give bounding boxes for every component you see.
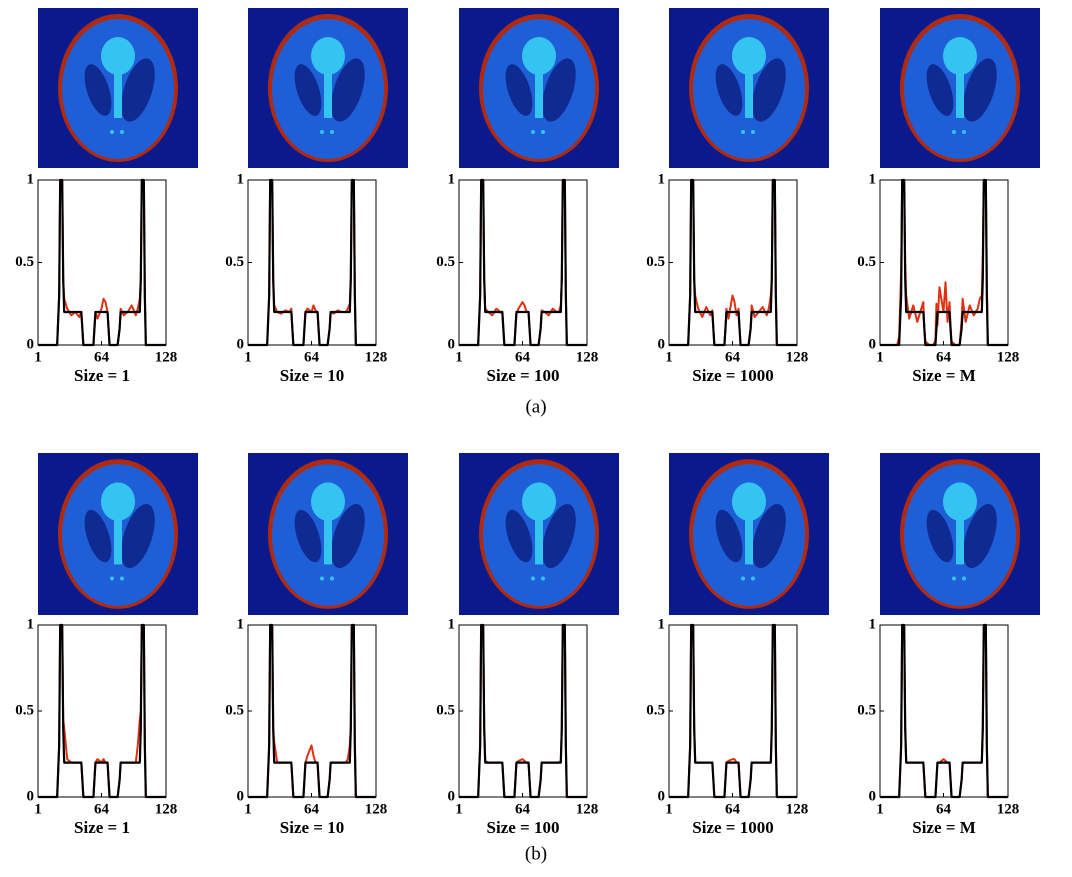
phantom-image [669, 453, 829, 615]
x-axis-label: Size = 10 [280, 818, 344, 837]
x-tick-label: 1 [34, 349, 42, 365]
profile-line [669, 178, 797, 347]
x-tick-label: 1 [244, 801, 252, 817]
y-tick-label: 0 [658, 336, 666, 352]
y-tick-label: 0.5 [15, 702, 34, 718]
y-tick-label: 0.5 [646, 702, 665, 718]
profile-line [248, 623, 376, 799]
x-tick-label: 64 [304, 801, 320, 817]
y-tick-label: 1 [869, 616, 877, 632]
y-tick-label: 1 [658, 171, 666, 187]
x-tick-label: 1 [876, 349, 884, 365]
y-tick-label: 1 [237, 616, 245, 632]
x-axis-label: Size = 100 [487, 818, 560, 837]
profile-line [880, 178, 1008, 347]
x-tick-label: 64 [936, 801, 952, 817]
y-tick-label: 1 [658, 616, 666, 632]
phantom-image [880, 8, 1040, 168]
x-tick-label: 64 [725, 801, 741, 817]
y-tick-label: 0 [448, 788, 456, 804]
x-tick-label: 128 [576, 349, 599, 365]
panel-label: (b) [525, 843, 547, 864]
y-tick-label: 1 [27, 171, 35, 187]
y-tick-label: 0 [237, 336, 245, 352]
y-tick-label: 0 [869, 788, 877, 804]
x-tick-label: 64 [304, 349, 320, 365]
x-tick-label: 128 [155, 349, 178, 365]
x-tick-label: 1 [34, 801, 42, 817]
x-axis-label: Size = M [912, 366, 976, 385]
x-axis-label: Size = 1 [74, 818, 130, 837]
x-tick-label: 128 [997, 801, 1020, 817]
x-tick-label: 64 [94, 801, 110, 817]
x-tick-label: 1 [455, 349, 463, 365]
x-tick-label: 64 [515, 349, 531, 365]
profile-line [38, 178, 166, 347]
x-tick-label: 128 [786, 349, 809, 365]
x-tick-label: 128 [365, 801, 388, 817]
profile-line [459, 178, 587, 347]
x-tick-label: 64 [515, 801, 531, 817]
phantom-image [459, 8, 619, 168]
y-tick-label: 1 [237, 171, 245, 187]
y-tick-label: 0.5 [436, 702, 455, 718]
x-tick-label: 128 [786, 801, 809, 817]
y-tick-label: 0.5 [225, 254, 244, 270]
x-tick-label: 64 [94, 349, 110, 365]
y-tick-label: 1 [869, 171, 877, 187]
profile-line [459, 623, 587, 799]
profile-line [669, 623, 797, 799]
x-tick-label: 128 [365, 349, 388, 365]
x-axis-label: Size = 10 [280, 366, 344, 385]
y-tick-label: 0.5 [857, 702, 876, 718]
y-tick-label: 0 [448, 336, 456, 352]
phantom-image [459, 453, 619, 615]
y-tick-label: 0.5 [857, 254, 876, 270]
x-tick-label: 64 [725, 349, 741, 365]
x-tick-label: 128 [155, 801, 178, 817]
y-tick-label: 0.5 [15, 254, 34, 270]
y-tick-label: 0 [27, 336, 35, 352]
phantom-image [38, 453, 198, 615]
x-tick-label: 64 [936, 349, 952, 365]
y-tick-label: 1 [448, 171, 456, 187]
y-tick-label: 0 [237, 788, 245, 804]
phantom-image [880, 453, 1040, 615]
x-tick-label: 128 [997, 349, 1020, 365]
phantom-image [669, 8, 829, 168]
y-tick-label: 1 [448, 616, 456, 632]
x-tick-label: 1 [665, 801, 673, 817]
profile-line [880, 623, 1008, 799]
profile-line [38, 623, 166, 799]
y-tick-label: 0.5 [646, 254, 665, 270]
y-tick-label: 1 [27, 616, 35, 632]
y-tick-label: 0 [869, 336, 877, 352]
x-axis-label: Size = 1 [74, 366, 130, 385]
y-tick-label: 0.5 [436, 254, 455, 270]
x-tick-label: 128 [576, 801, 599, 817]
phantom-image [248, 8, 408, 168]
x-axis-label: Size = 100 [487, 366, 560, 385]
x-axis-label: Size = M [912, 818, 976, 837]
x-tick-label: 1 [876, 801, 884, 817]
x-tick-label: 1 [244, 349, 252, 365]
profile-line [248, 178, 376, 347]
x-tick-label: 1 [665, 349, 673, 365]
x-axis-label: Size = 1000 [692, 366, 773, 385]
y-tick-label: 0 [27, 788, 35, 804]
x-tick-label: 1 [455, 801, 463, 817]
phantom-image [38, 8, 198, 168]
x-axis-label: Size = 1000 [692, 818, 773, 837]
y-tick-label: 0.5 [225, 702, 244, 718]
phantom-image [248, 453, 408, 615]
panel-label: (a) [525, 396, 546, 417]
y-tick-label: 0 [658, 788, 666, 804]
